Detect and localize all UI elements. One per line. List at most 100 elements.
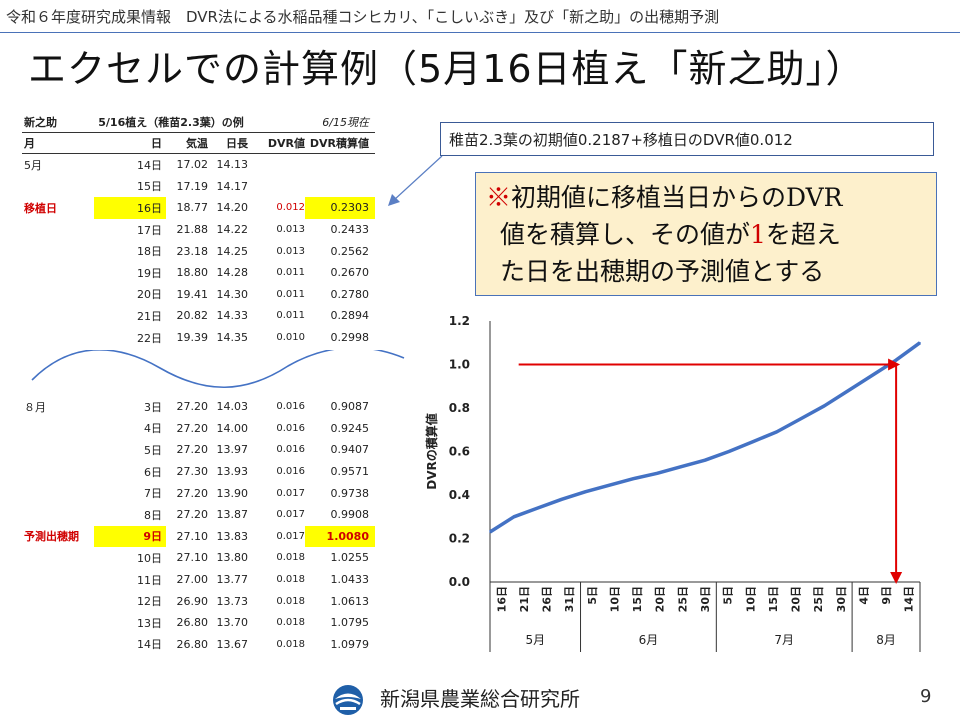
month-label: 6月 — [639, 633, 659, 647]
cell-day: 4日 — [144, 422, 162, 436]
cell-label — [22, 439, 94, 461]
cell-daylen: 14.22 — [216, 223, 249, 237]
cell-day: 20日 — [137, 288, 162, 302]
cell-cum: 1.0255 — [330, 551, 370, 565]
col-header-daylen: 日長 — [208, 132, 248, 154]
cell-dvr: 0.011 — [276, 310, 305, 322]
cell-dvr: 0.013 — [276, 224, 305, 236]
page-title: エクセルでの計算例（5月16日植え「新之助」） — [28, 47, 865, 91]
note-line-3: た日を出穂期の予測値とする — [500, 257, 825, 286]
table-break-wave — [31, 350, 405, 389]
table-row: 5日 27.20 13.97 0.016 0.9407 — [22, 439, 375, 461]
data-point — [536, 507, 539, 509]
x-tick-label: 20日 — [790, 586, 803, 612]
cell-temp: 27.10 — [176, 551, 209, 565]
cell-daylen: 13.70 — [216, 616, 249, 630]
cell-day: 11日 — [137, 573, 162, 587]
note-threshold: 1 — [750, 220, 766, 249]
col-header-dvr: DVR値 — [248, 132, 305, 154]
data-point — [704, 459, 706, 461]
table-row: 10日 27.10 13.80 0.018 1.0255 — [22, 547, 375, 569]
x-tick-label: 16日 — [495, 586, 508, 612]
cell-cum: 0.9571 — [330, 465, 370, 479]
table-row: 8日 27.20 13.87 0.017 0.9908 — [22, 504, 375, 526]
cell-label: 5月 — [24, 158, 42, 172]
cell-label — [22, 547, 94, 569]
cell-cum: 0.2998 — [330, 331, 370, 345]
cell-day: 10日 — [137, 551, 162, 565]
month-label: 7月 — [774, 633, 794, 647]
cell-temp: 23.18 — [176, 244, 209, 258]
cell-cum: 0.9245 — [330, 421, 370, 435]
cell-day: 12日 — [137, 595, 162, 609]
cell-daylen: 13.73 — [216, 594, 249, 608]
x-tick-label: 31日 — [563, 586, 576, 612]
cell-day: 16日 — [94, 197, 166, 219]
cell-temp: 26.80 — [176, 616, 209, 630]
cell-label — [22, 612, 94, 634]
cell-temp: 26.90 — [176, 594, 209, 608]
cell-dvr — [248, 154, 305, 176]
cell-label — [22, 240, 94, 262]
cell-temp: 27.20 — [176, 508, 209, 522]
note-line-2a: 値を積算し、その値が — [500, 220, 751, 249]
cell-cum: 1.0795 — [330, 616, 370, 630]
cell-temp: 27.00 — [176, 573, 209, 587]
cell-temp: 27.30 — [176, 465, 209, 479]
table-condition: 5/16植え（稚苗2.3葉）の例 — [94, 112, 248, 133]
cell-dvr: 0.011 — [276, 267, 305, 279]
callout-arrow — [388, 155, 443, 206]
y-tick-label: 0.0 — [449, 575, 470, 589]
table-row: 11日 27.00 13.77 0.018 1.0433 — [22, 569, 375, 591]
cell-dvr: 0.018 — [276, 617, 305, 629]
cell-day: 14日 — [137, 638, 162, 652]
cell-cum: 0.2562 — [330, 244, 370, 258]
cell-daylen: 14.30 — [216, 287, 249, 301]
data-point — [799, 418, 802, 420]
org-name: 新潟県農業総合研究所 — [380, 687, 580, 711]
cell-label — [22, 418, 94, 440]
cell-dvr: 0.018 — [276, 552, 305, 564]
table-row: 20日 19.41 14.30 0.011 0.2780 — [22, 284, 375, 306]
note-line-1: 初期値に移植当日からのDVR — [511, 183, 843, 212]
table-row: 13日 26.80 13.70 0.018 1.0795 — [22, 612, 375, 634]
cell-day: 8日 — [144, 508, 162, 522]
cell-daylen: 14.00 — [216, 421, 249, 435]
data-point — [775, 431, 778, 433]
cell-label — [22, 590, 94, 612]
table-row: 22日 19.39 14.35 0.010 0.2998 — [22, 327, 375, 349]
cell-cum: 1.0979 — [330, 637, 370, 651]
cell-day: 7日 — [144, 487, 162, 501]
cell-dvr: 0.016 — [276, 466, 305, 478]
cell-label — [22, 504, 94, 526]
table-row: 17日 21.88 14.22 0.013 0.2433 — [22, 219, 375, 241]
cell-dvr: 0.016 — [276, 422, 305, 434]
cell-daylen: 14.03 — [216, 400, 249, 414]
y-tick-label: 0.6 — [449, 445, 470, 459]
note-mark: ※ — [486, 183, 512, 212]
header-divider — [0, 32, 960, 33]
cell-temp: 21.88 — [176, 223, 209, 237]
cell-daylen: 13.77 — [216, 573, 249, 587]
cell-temp: 17.19 — [176, 179, 209, 193]
x-tick-label: 9日 — [880, 586, 893, 605]
x-tick-label: 30日 — [835, 586, 848, 612]
cell-cum: 0.2433 — [330, 223, 370, 237]
cell-cum — [305, 154, 375, 176]
cell-cum: 0.9407 — [330, 443, 370, 457]
cell-dvr: 0.017 — [276, 530, 305, 542]
y-axis-label: DVRの積算値 — [424, 413, 439, 490]
x-tick-label: 10日 — [744, 586, 757, 612]
table-row: 6日 27.30 13.93 0.016 0.9571 — [22, 461, 375, 483]
callout-box: 稚苗2.3葉の初期値0.2187+移植日のDVR値0.012 — [440, 122, 934, 156]
x-tick-label: 25日 — [812, 586, 825, 612]
dvr-series-line — [489, 341, 922, 534]
table-as-of: 6/15現在 — [305, 112, 375, 133]
cell-label: 移植日 — [24, 201, 57, 215]
data-point — [632, 477, 635, 480]
cell-cum: 0.2894 — [330, 309, 370, 323]
cell-label — [22, 327, 94, 349]
cell-label — [22, 634, 94, 656]
cell-label — [22, 461, 94, 483]
table-row: 予測出穂期 9日 27.10 13.83 0.017 1.0080 — [22, 525, 375, 548]
